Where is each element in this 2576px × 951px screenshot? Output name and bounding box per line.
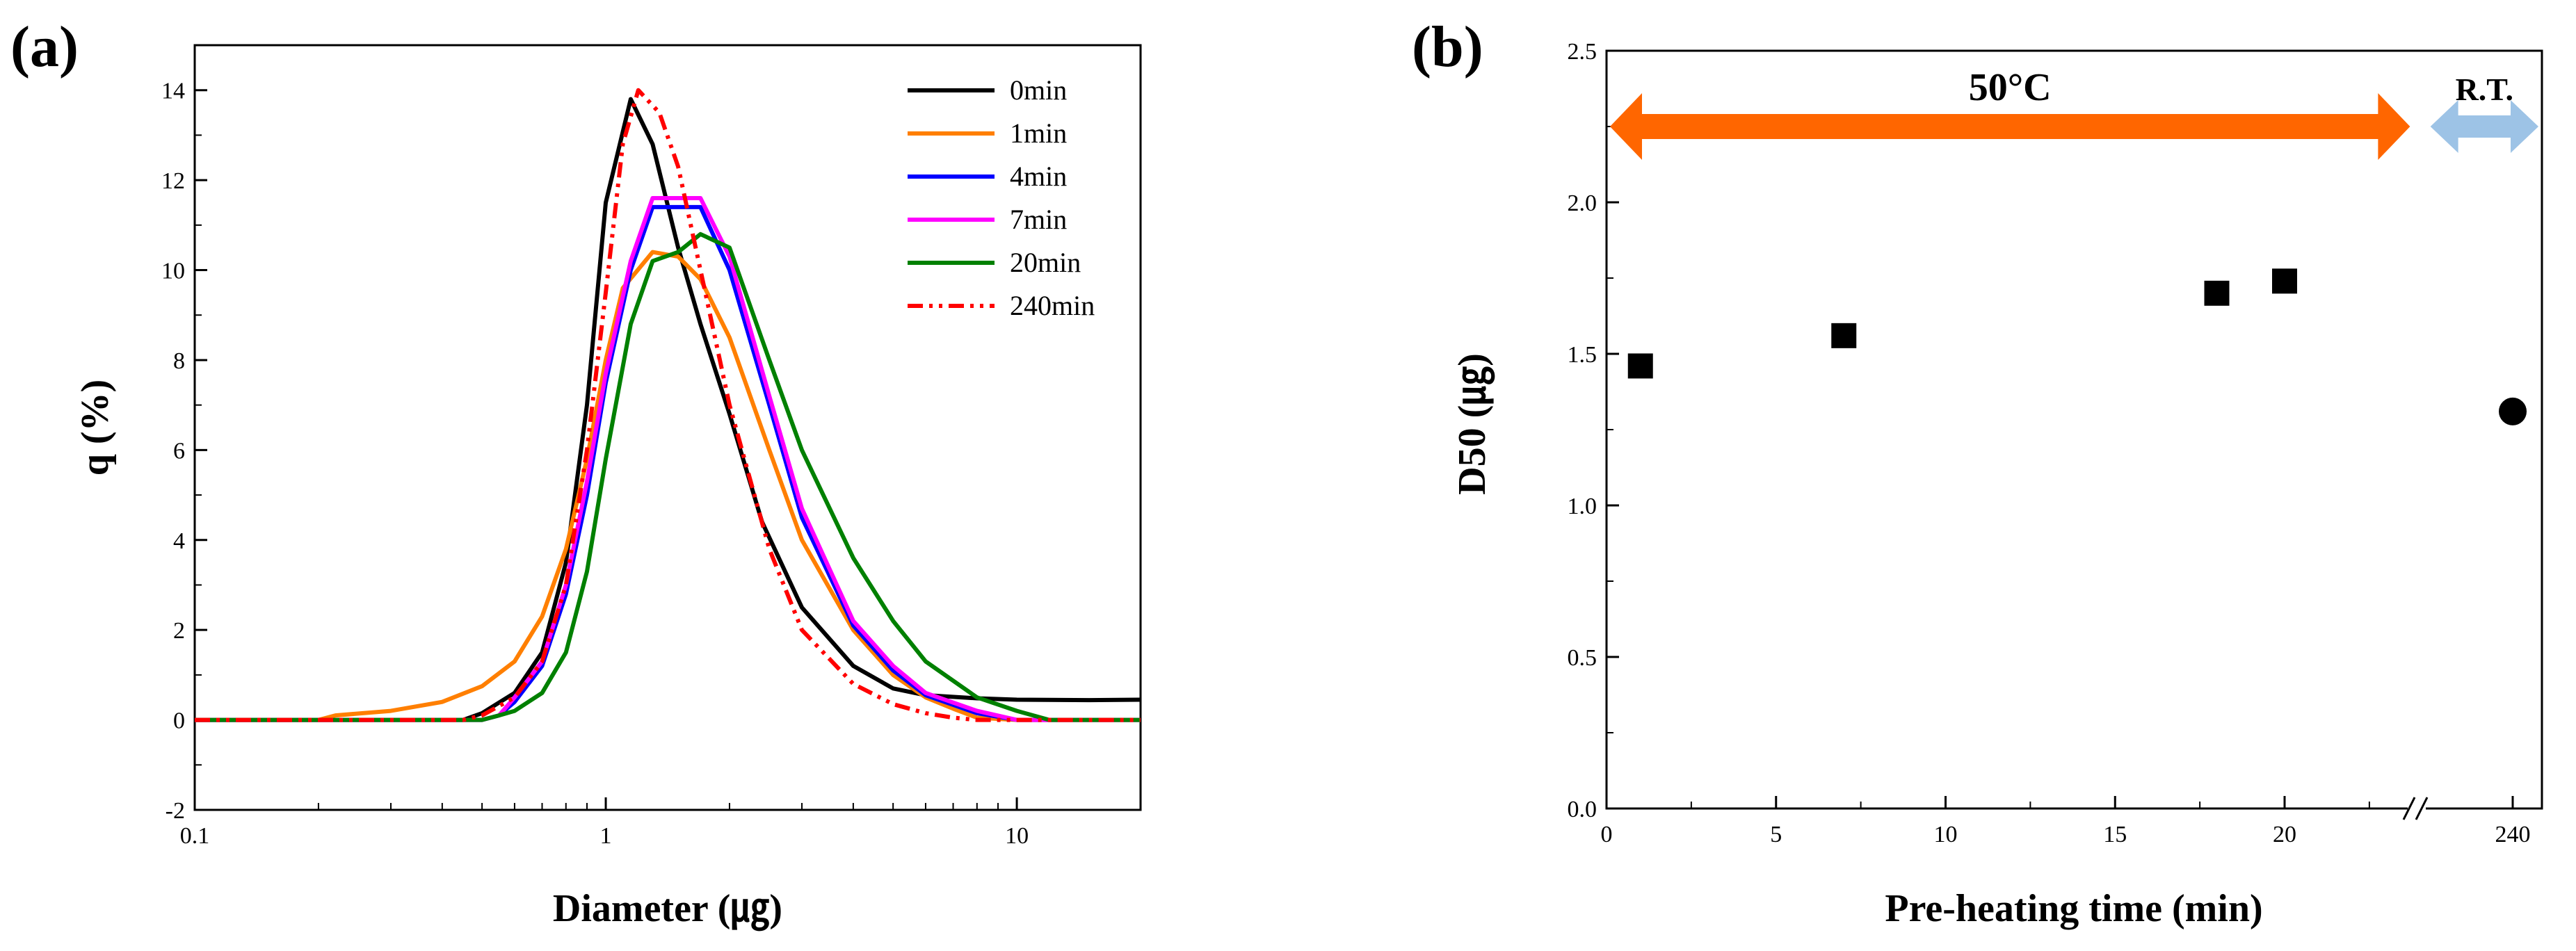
panel-b-plot-frame [1605,49,2543,810]
panel-b-x-tick-label: 0 [1601,822,1613,847]
legend-label-7min: 7min [1010,204,1067,235]
panel-a-y-tick-label: 14 [161,79,185,104]
panel-b-axis-break-mark [2415,797,2429,820]
panel-b-x-axis-title: Pre-heating time (min) [1885,887,2262,930]
legend-label-240min: 240min [1010,290,1095,321]
legend-label-4min: 4min [1010,161,1067,192]
annotation-label-rt: R.T. [2456,72,2514,107]
panel-b-axis-break-gap [2408,799,2426,818]
panel-a-x-tick-label: 1 [600,823,612,849]
panel-a-y-tick-label: 2 [173,618,185,644]
panel-b-x-axis: 0 5 10 15 20 240 [1601,796,2531,847]
panel-b-data-points [1627,268,2527,425]
annotation-arrow-50c [1610,93,2410,160]
panel-b-y-tick-label: 1.5 [1568,342,1597,368]
panel-b-y-tick-label: 1.0 [1568,494,1597,519]
panel-b-y-tick-label: 2.5 [1568,39,1597,65]
annotation-arrow-rt [2430,100,2538,153]
panel-a-y-tick-label: -2 [166,798,185,824]
panel-b-axis-break-mark [2402,797,2416,820]
panel-b-annotations: 50°C R.T. [1610,66,2538,160]
series-line-20min [195,231,1141,722]
panel-a-y-tick-label: 6 [173,438,185,464]
panel-a-legend: 0min 1min 4min 7min 20min 240min [908,74,1095,321]
series-line-240min [195,88,1141,722]
panel-a-y-tick-label: 0 [173,708,185,734]
panel-a-x-axis-title: Diameter (㎍) [553,887,782,932]
panel-b-y-tick-label: 0.5 [1568,645,1597,671]
series-line-4min [195,204,1141,722]
panel-a-x-axis: 0.1 1 10 [180,797,1141,849]
panel-b-x-tick-label: 240 [2495,822,2531,847]
series-line-7min [195,196,1141,722]
panel-a-letter: (a) [10,15,79,79]
panel-b: (b) 0.0 0.5 1.0 1.5 2.0 2.5 0 5 10 15 20 240 50°C R… [1412,15,2543,930]
panel-b-y-tick-label: 2.0 [1568,190,1597,216]
data-point-square [2204,280,2230,306]
panel-a-series-lines [195,88,1141,722]
panel-a-y-axis: -2 0 2 4 6 8 10 12 14 [161,79,207,824]
legend-label-20min: 20min [1010,247,1081,278]
panel-b-letter: (b) [1412,15,1483,79]
panel-a-y-tick-label: 10 [161,259,185,284]
data-point-square [2272,268,2297,294]
panel-a-x-tick-label: 0.1 [180,823,210,849]
legend-label-1min: 1min [1010,117,1067,149]
panel-b-x-tick-label: 15 [2103,822,2127,847]
panel-a-y-tick-label: 4 [173,528,185,554]
panel-b-x-tick-label: 5 [1770,822,1782,847]
panel-b-x-tick-label: 10 [1934,822,1958,847]
data-point-circle [2499,397,2527,425]
panel-b-y-axis: 0.0 0.5 1.0 1.5 2.0 2.5 [1568,39,1619,822]
panel-b-x-tick-label: 20 [2273,822,2296,847]
panel-a-plot-frame [193,44,1142,811]
series-line-0min [195,97,1141,722]
legend-label-0min: 0min [1010,74,1067,106]
data-point-square [1627,353,1653,379]
panel-a-y-tick-label: 12 [161,168,185,194]
panel-a-y-tick-label: 8 [173,348,185,374]
panel-b-y-tick-label: 0.0 [1568,797,1597,822]
panel-a-x-tick-label: 10 [1005,823,1029,849]
panel-b-y-axis-title: D50 (㎍) [1451,353,1496,495]
series-line-1min [195,250,1141,722]
annotation-label-50c: 50°C [1969,66,2052,109]
panel-a: (a) -2 0 2 4 6 8 10 12 14 0.1 1 10 0min 1min 4min 7mi… [10,15,1142,932]
data-point-square [1831,323,1857,348]
panel-a-y-axis-title: q (%) [74,380,117,476]
